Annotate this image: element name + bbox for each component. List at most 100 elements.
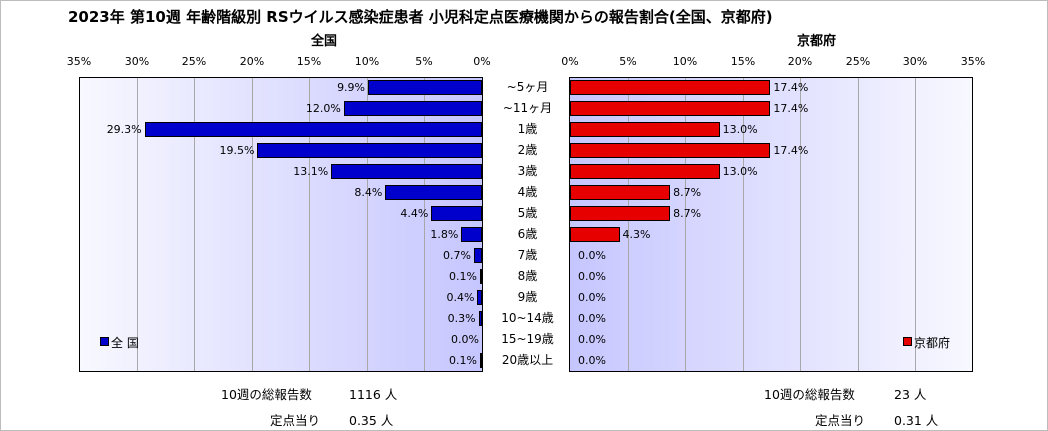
national-value-label: 8.4% [354,186,383,199]
kyoto-value-label: 8.7% [673,207,702,220]
kyoto-value-label: 0.0% [578,354,606,367]
kyoto-bar [570,164,720,179]
national-total-value: 1116 人 [349,387,398,402]
national-x-tick: 0% [473,55,491,68]
national-gridline [424,77,425,371]
national-value-label: 29.3% [106,123,142,136]
national-value-label: 0.1% [449,270,477,283]
kyoto-panel-title: 京都府 [797,34,837,49]
national-value-label: 0.3% [447,312,476,325]
national-gridline [137,77,138,371]
kyoto-value-label: 0.0% [578,270,606,283]
kyoto-value-label: 17.4% [773,81,809,94]
kyoto-bar [570,185,671,200]
kyoto-value-label: 17.4% [773,144,809,157]
kyoto-per-label: 定点当り [815,413,866,428]
kyoto-value-label: 0.0% [578,291,606,304]
national-bar [144,122,482,137]
kyoto-bar [570,122,720,137]
age-category-label: 4歳 [517,185,538,199]
kyoto-value-label: 0.0% [578,249,606,262]
national-bar [257,143,482,158]
age-category-label: 5歳 [517,206,538,220]
kyoto-gridline [685,77,686,371]
age-category-label: ~5ヶ月 [506,80,549,94]
national-x-tick: 20% [239,55,265,68]
kyoto-total-label: 10週の総報告数 [764,387,855,402]
national-bar [385,185,482,200]
national-value-label: 12.0% [305,102,341,115]
national-x-tick: 35% [66,55,92,68]
national-bar [431,206,482,221]
age-category-label: 7歳 [517,248,538,262]
national-x-tick: 25% [181,55,207,68]
national-gridline [252,77,253,371]
kyoto-gridline [743,77,744,371]
kyoto-value-label: 13.0% [722,123,758,136]
age-category-label: 3歳 [517,164,538,178]
kyoto-x-tick: 20% [787,55,813,68]
age-category-label: ~11ヶ月 [502,101,553,115]
kyoto-x-tick: 10% [672,55,698,68]
national-x-tick: 5% [415,55,433,68]
age-category-label: 8歳 [517,269,538,283]
kyoto-x-tick: 35% [960,55,986,68]
national-legend-swatch [100,337,109,346]
age-category-label: 10~14歳 [501,311,554,325]
national-value-label: 0.1% [449,354,477,367]
kyoto-bar [570,143,771,158]
national-bar [331,164,482,179]
national-value-label: 9.9% [337,81,366,94]
age-category-label: 1歳 [517,122,538,136]
national-gridline [309,77,310,371]
kyoto-bar [570,101,771,116]
kyoto-x-tick: 25% [845,55,871,68]
age-category-label: 6歳 [517,227,538,241]
kyoto-gridline [858,77,859,371]
national-bar [368,80,482,95]
national-value-label: 0.7% [443,249,471,262]
age-category-label: 9歳 [517,290,538,304]
kyoto-value-label: 0.0% [578,333,606,346]
kyoto-gridline [628,77,629,371]
national-value-label: 0.4% [446,291,475,304]
national-bar [480,269,482,284]
kyoto-value-label: 8.7% [673,186,702,199]
kyoto-value-label: 0.0% [578,312,606,325]
kyoto-x-tick: 5% [619,55,637,68]
national-bar [478,311,482,326]
age-category-label: 20歳以上 [501,353,554,367]
national-gridline [367,77,368,371]
national-value-label: 0.0% [451,333,479,346]
national-bar [343,101,482,116]
kyoto-gridline [800,77,801,371]
age-category-label: 15~19歳 [501,332,554,346]
kyoto-value-label: 4.3% [622,228,651,241]
national-value-label: 19.5% [219,144,255,157]
national-x-tick: 15% [296,55,322,68]
kyoto-bar [570,80,771,95]
national-x-tick: 30% [124,55,150,68]
kyoto-x-tick: 0% [561,55,579,68]
kyoto-gridline [915,77,916,371]
national-legend: 全 国 [100,336,139,350]
kyoto-x-tick: 15% [730,55,756,68]
national-bar [480,353,482,368]
kyoto-per-value: 0.31 人 [894,413,939,428]
national-per-label: 定点当り [270,413,321,428]
national-value-label: 4.4% [400,207,429,220]
national-per-value: 0.35 人 [349,413,394,428]
national-value-label: 13.1% [293,165,329,178]
kyoto-value-label: 17.4% [773,102,809,115]
national-bar [477,290,482,305]
national-legend-label: 全 国 [111,336,139,350]
kyoto-value-label: 13.0% [722,165,758,178]
national-panel-title: 全国 [311,34,338,49]
national-bar [473,248,482,263]
kyoto-legend-label: 京都府 [914,336,951,350]
kyoto-total-value: 23 人 [894,387,927,402]
national-value-label: 1.8% [430,228,459,241]
kyoto-legend-swatch [903,337,912,346]
kyoto-bar [570,206,671,221]
national-x-tick: 10% [354,55,380,68]
